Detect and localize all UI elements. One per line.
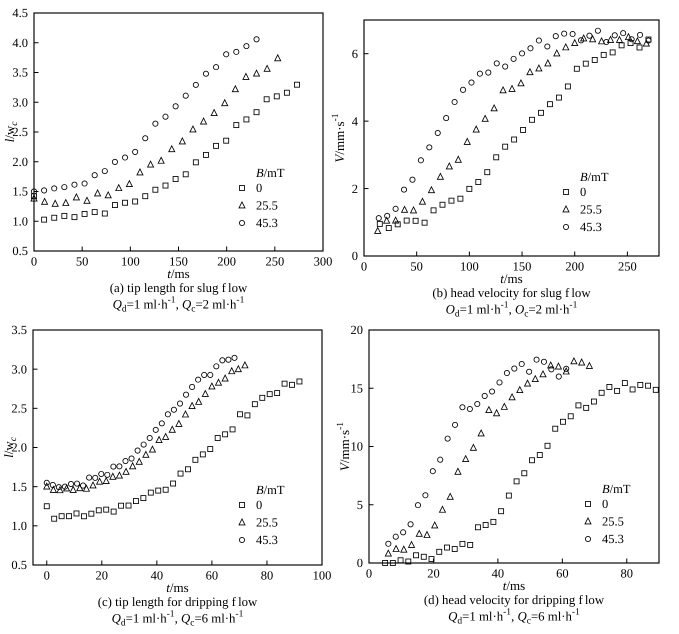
svg-text:0: 0 xyxy=(44,569,50,583)
svg-text:3.0: 3.0 xyxy=(12,95,28,109)
svg-text:3.0: 3.0 xyxy=(11,362,27,376)
svg-text:5: 5 xyxy=(357,498,363,512)
svg-text:0: 0 xyxy=(256,498,262,512)
svg-text:10: 10 xyxy=(351,440,364,454)
svg-text:50: 50 xyxy=(76,255,89,269)
svg-text:1.0: 1.0 xyxy=(12,214,28,228)
svg-text:B/mT: B/mT xyxy=(602,482,631,496)
svg-text:t/ms: t/ms xyxy=(166,580,188,595)
svg-text:B/mT: B/mT xyxy=(256,166,285,180)
svg-text:0: 0 xyxy=(580,185,586,199)
svg-text:0.5: 0.5 xyxy=(12,244,28,258)
svg-text:300: 300 xyxy=(314,255,333,269)
svg-text:0: 0 xyxy=(256,181,262,195)
svg-text:80: 80 xyxy=(621,567,634,581)
svg-text:0: 0 xyxy=(357,556,363,570)
svg-text:45.3: 45.3 xyxy=(580,220,602,234)
svg-text:t/ms: t/ms xyxy=(500,271,522,286)
svg-text:B/mT: B/mT xyxy=(580,170,609,184)
svg-text:4.5: 4.5 xyxy=(12,6,28,20)
svg-text:15: 15 xyxy=(351,381,364,395)
svg-text:20: 20 xyxy=(96,569,109,583)
svg-text:25.5: 25.5 xyxy=(256,516,278,530)
svg-text:40: 40 xyxy=(151,569,164,583)
svg-text:1.0: 1.0 xyxy=(11,519,27,533)
svg-text:t/ms: t/ms xyxy=(167,266,189,281)
svg-text:3.5: 3.5 xyxy=(11,323,27,337)
svg-text:(d) head velocity for dripping: (d) head velocity for dripping f low xyxy=(424,593,605,607)
svg-text:(a) tip length for slug f low: (a) tip length for slug f low xyxy=(110,281,248,295)
svg-text:0: 0 xyxy=(361,260,367,274)
svg-text:50: 50 xyxy=(410,260,423,274)
svg-text:4: 4 xyxy=(352,114,359,128)
svg-text:25.5: 25.5 xyxy=(580,203,602,217)
svg-text:(c) tip length for dripping f: (c) tip length for dripping f low xyxy=(98,595,258,609)
svg-text:60: 60 xyxy=(556,567,569,581)
svg-text:2.0: 2.0 xyxy=(12,155,28,169)
svg-text:0.5: 0.5 xyxy=(11,558,27,572)
svg-text:0: 0 xyxy=(352,249,358,263)
svg-text:3.5: 3.5 xyxy=(12,66,28,80)
svg-text:60: 60 xyxy=(206,569,219,583)
svg-text:0: 0 xyxy=(366,567,372,581)
svg-text:100: 100 xyxy=(460,260,479,274)
svg-text:0: 0 xyxy=(31,255,37,269)
svg-text:100: 100 xyxy=(313,569,332,583)
svg-text:20: 20 xyxy=(351,323,364,337)
svg-text:250: 250 xyxy=(618,260,637,274)
svg-text:2: 2 xyxy=(352,182,358,196)
svg-text:45.3: 45.3 xyxy=(602,532,624,546)
svg-text:20: 20 xyxy=(427,567,440,581)
svg-text:t/ms: t/ms xyxy=(503,578,525,593)
svg-text:25.5: 25.5 xyxy=(602,515,624,529)
svg-text:25.5: 25.5 xyxy=(256,199,278,213)
svg-text:B/mT: B/mT xyxy=(256,483,285,497)
svg-text:0: 0 xyxy=(602,497,608,511)
svg-text:200: 200 xyxy=(217,255,236,269)
svg-text:200: 200 xyxy=(565,260,584,274)
svg-text:100: 100 xyxy=(121,255,140,269)
svg-text:(b) head velocity for slug f l: (b) head velocity for slug f low xyxy=(432,286,591,300)
svg-text:2.5: 2.5 xyxy=(11,402,27,416)
svg-text:4.0: 4.0 xyxy=(12,36,28,50)
svg-text:1.5: 1.5 xyxy=(12,185,28,199)
svg-text:80: 80 xyxy=(261,569,274,583)
svg-text:1.5: 1.5 xyxy=(11,480,27,494)
svg-text:45.3: 45.3 xyxy=(256,533,278,547)
svg-text:6: 6 xyxy=(352,47,358,61)
svg-text:250: 250 xyxy=(265,255,284,269)
svg-text:45.3: 45.3 xyxy=(256,216,278,230)
